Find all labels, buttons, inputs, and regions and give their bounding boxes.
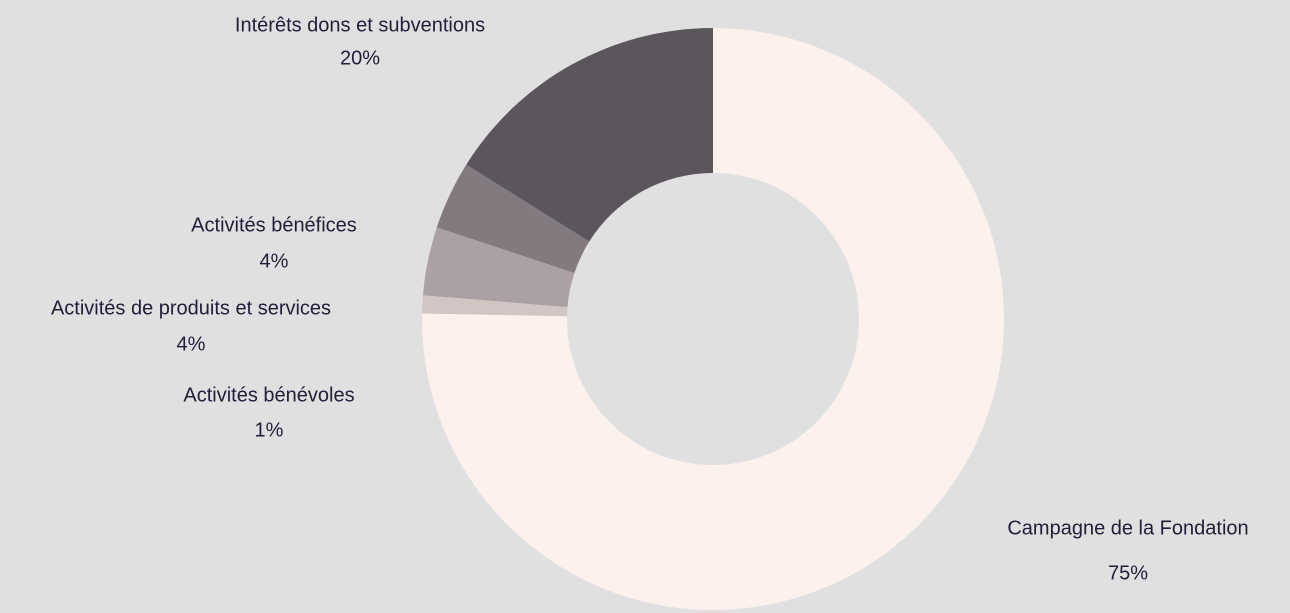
slice-3[interactable] <box>436 164 590 274</box>
slice-label-2: Activités de produits et services <box>51 297 331 319</box>
slice-percent-4: 20% <box>340 47 380 69</box>
slice-0[interactable] <box>421 28 1004 610</box>
slice-percent-0: 75% <box>1108 562 1148 584</box>
slice-2[interactable] <box>422 227 575 308</box>
slice-4[interactable] <box>466 28 713 242</box>
donut-slices <box>421 28 1004 610</box>
slice-label-3: Activités bénéfices <box>191 214 357 236</box>
slice-percent-2: 4% <box>177 333 206 355</box>
slice-label-0: Campagne de la Fondation <box>1007 517 1248 539</box>
slice-percent-3: 4% <box>260 250 289 272</box>
slice-label-1: Activités bénévoles <box>183 384 354 406</box>
slice-labels: Campagne de la Fondation 75% Activités bén… <box>51 14 1249 584</box>
slice-1[interactable] <box>422 295 568 317</box>
slice-label-4: Intérêts dons et subventions <box>235 14 485 36</box>
slice-percent-1: 1% <box>255 419 284 441</box>
